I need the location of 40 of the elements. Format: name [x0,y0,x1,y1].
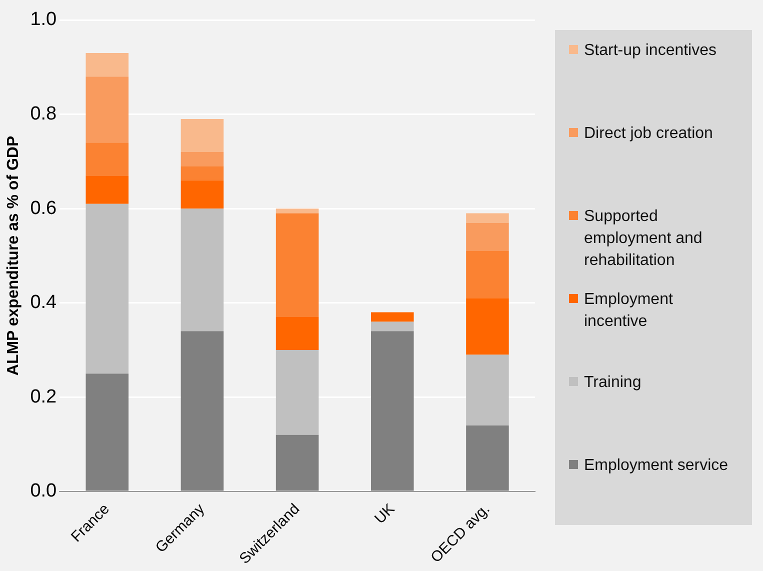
bar [86,374,129,491]
bar [276,317,319,350]
bar [180,152,224,166]
y-axis-title: ALMP expenditure as % of GDP [5,136,22,376]
bar [180,180,224,209]
y-tick-label: 0.2 [30,386,57,408]
bar [276,434,319,491]
bar [86,53,129,77]
legend-label: Supported employment and rehabilitation [584,207,704,271]
bar [86,176,129,204]
legend-label: Employment service [584,456,730,476]
bar [276,208,319,214]
bar [466,213,509,223]
legend-label: Direct job creation [584,124,714,144]
legend-label: Start-up incentives [584,41,718,61]
bar [466,222,509,252]
bar [370,322,414,332]
y-tick-label: 1.0 [30,9,57,30]
legend-label: Employment incentive [584,290,674,332]
bar [180,331,224,491]
bar [466,425,509,491]
bar [466,354,509,426]
y-tick-label: 0.0 [30,480,57,502]
bar [466,298,509,355]
bar [180,119,224,152]
bar [86,204,129,374]
x-tick-label: UK [371,500,398,528]
y-tick-label: 0.6 [30,198,57,219]
bar [86,76,129,143]
bar [180,166,224,180]
y-tick-label: 0.8 [30,104,57,125]
legend-label: Training [584,373,642,393]
bar [276,350,319,435]
bar [276,213,319,318]
bar [370,331,414,491]
bar [466,251,509,298]
bar [370,312,414,322]
y-tick-label: 0.4 [30,292,58,314]
bar [180,208,224,332]
bar [86,142,129,176]
